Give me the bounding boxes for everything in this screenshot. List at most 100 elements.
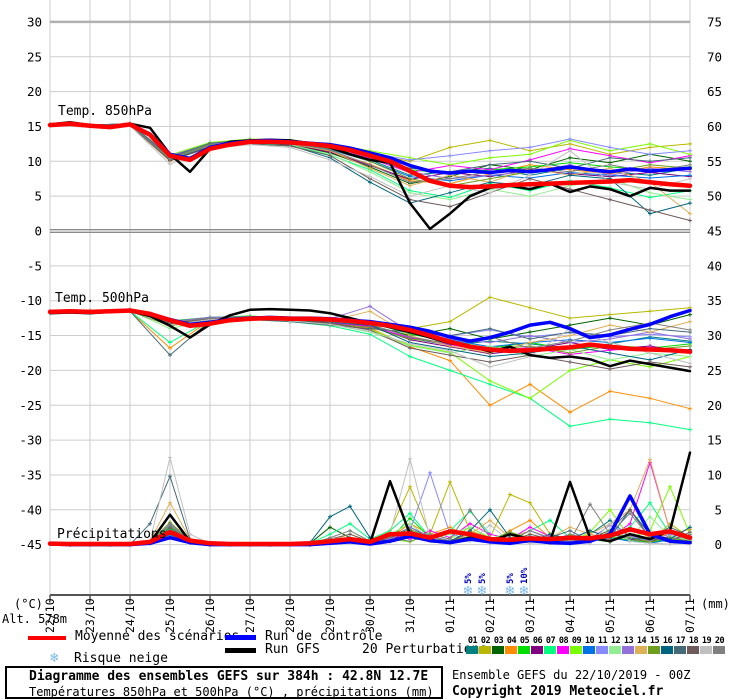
perturbation-swatch-01 — [466, 646, 478, 654]
x-axis-date-label: 29/10 — [323, 598, 337, 633]
right-axis-tick-label: 65 — [707, 84, 722, 99]
right-axis-tick-label: 50 — [707, 189, 722, 204]
left-axis-unit: (°C) — [14, 597, 43, 611]
right-axis-tick-label: 35 — [707, 293, 722, 308]
perturbation-number: 08 — [558, 636, 569, 646]
copyright[interactable]: Copyright 2019 Meteociel.fr — [452, 684, 664, 699]
snowflake-marker-icon: ❄ — [505, 584, 516, 599]
x-axis-date-label: 03/11 — [523, 598, 537, 633]
series-precip-mean — [47, 527, 693, 547]
legend-gfs-label: Run GFS — [265, 642, 320, 657]
chart-title-box: Diagramme des ensembles GEFS sur 384h : … — [5, 666, 443, 699]
left-axis-tick-label: -15 — [19, 328, 42, 343]
perturbation-number: 20 — [714, 636, 725, 646]
x-axis-date-label: 02/11 — [483, 598, 497, 633]
perturbation-number: 05 — [519, 636, 530, 646]
snow-risk-percent: 5% — [506, 573, 516, 584]
perturbation-number: 13 — [623, 636, 634, 646]
left-axis-tick-label: 15 — [27, 119, 42, 134]
x-axis-date-label: 26/10 — [203, 598, 217, 633]
right-axis-tick-label: 55 — [707, 154, 722, 169]
x-axis-date-label: 01/11 — [443, 598, 457, 633]
x-axis-date-label: 06/11 — [643, 598, 657, 633]
perturbation-swatch-17 — [674, 646, 686, 654]
x-axis-date-label: 27/10 — [243, 598, 257, 633]
perturbation-number: 17 — [675, 636, 686, 646]
perturbation-swatch-03 — [492, 646, 504, 654]
x-axis-date-label: 07/11 — [683, 598, 697, 633]
perturbation-number: 04 — [506, 636, 517, 646]
run-info: Ensemble GEFS du 22/10/2019 - 00Z — [452, 668, 691, 682]
x-axis-date-label: 24/10 — [123, 598, 137, 633]
snow-risk-percent: 5% — [478, 573, 488, 584]
snow-risk-percent: 5% — [464, 573, 474, 584]
legend-control-label: Run de contrôle — [265, 629, 383, 644]
perturbation-swatch-14 — [635, 646, 647, 654]
perturbation-number: 14 — [636, 636, 647, 646]
right-axis-tick-label: 60 — [707, 119, 722, 134]
perturbation-swatch-11 — [596, 646, 608, 654]
chart-subtitle: Températures 850hPa et 500hPa (°C) , pré… — [29, 685, 434, 699]
perturbation-swatch-20 — [713, 646, 725, 654]
right-axis-tick-label: 75 — [707, 14, 722, 29]
perturbation-number: 11 — [597, 636, 608, 646]
legend-snow-label: Risque neige — [74, 651, 168, 666]
perturbation-number: 10 — [584, 636, 595, 646]
perturbation-swatch-05 — [518, 646, 530, 654]
perturbation-number: 18 — [688, 636, 699, 646]
series-t850-gfs — [48, 121, 692, 231]
perturbation-number: 09 — [571, 636, 582, 646]
perturbation-swatch-18 — [687, 646, 699, 654]
perturbation-colorbar: 01 02 03 04 05 06 07 08 09 10 11 12 13 14 15 16 17 18 19 20 — [466, 636, 730, 654]
perturbation-swatch-13 — [622, 646, 634, 654]
perturbation-numbers: 01 02 03 04 05 06 07 08 09 10 11 12 13 14 15 16 17 18 19 20 — [466, 636, 730, 646]
x-axis-date-label: 04/11 — [563, 598, 577, 633]
perturbation-swatches — [466, 646, 730, 654]
perturbation-swatch-15 — [648, 646, 660, 654]
left-axis-tick-label: -20 — [19, 363, 42, 378]
x-axis-date-label: 31/10 — [403, 598, 417, 633]
x-axis-date-label: 28/10 — [283, 598, 297, 633]
left-axis-tick-label: 20 — [27, 84, 42, 99]
x-axis-date-label: 05/11 — [603, 598, 617, 633]
x-axis-date-label: 30/10 — [363, 598, 377, 633]
perturbation-swatch-19 — [700, 646, 712, 654]
panel-label-850hpa: Temp. 850hPa — [58, 104, 152, 119]
x-axis-date-label: 23/10 — [83, 598, 97, 633]
perturbation-number: 03 — [493, 636, 504, 646]
left-axis-tick-label: -30 — [19, 433, 42, 448]
perturbation-number: 16 — [662, 636, 673, 646]
panel-label-precipitations: Précipitations — [57, 527, 167, 542]
left-axis-tick-label: 10 — [27, 154, 42, 169]
series-t850-mean — [47, 121, 693, 190]
right-axis-tick-label: 20 — [707, 398, 722, 413]
left-axis-tick-label: -45 — [19, 537, 42, 552]
left-axis-tick-label: -40 — [19, 502, 42, 517]
snow-risk-percent: 10% — [520, 567, 530, 584]
perturbation-number: 12 — [610, 636, 621, 646]
perturbation-swatch-07 — [544, 646, 556, 654]
x-axis-date-label: 25/10 — [163, 598, 177, 633]
perturbation-swatch-09 — [570, 646, 582, 654]
gfs-line-swatch — [225, 648, 256, 653]
perturbation-swatch-12 — [609, 646, 621, 654]
left-axis-tick-label: -35 — [19, 467, 42, 482]
series-t500-mean — [47, 308, 693, 354]
right-axis-tick-label: 25 — [707, 363, 722, 378]
perturbation-swatch-10 — [583, 646, 595, 654]
mean-line-swatch — [28, 636, 66, 640]
right-axis-tick-label: 0 — [714, 537, 722, 552]
snowflake-marker-icon: ❄ — [519, 584, 530, 599]
left-axis-tick-label: -10 — [19, 293, 42, 308]
right-axis-tick-label: 10 — [707, 467, 722, 482]
left-axis-tick-label: 25 — [27, 49, 42, 64]
snowflake-marker-icon: ❄ — [477, 584, 488, 599]
x-axis-date-label: 22/10 — [43, 598, 57, 633]
right-axis-tick-label: 30 — [707, 328, 722, 343]
panel-label-500hpa: Temp. 500hPa — [55, 291, 149, 306]
right-axis-tick-label: 70 — [707, 49, 722, 64]
snowflake-icon: ❄ — [50, 650, 59, 666]
perturbation-swatch-06 — [531, 646, 543, 654]
